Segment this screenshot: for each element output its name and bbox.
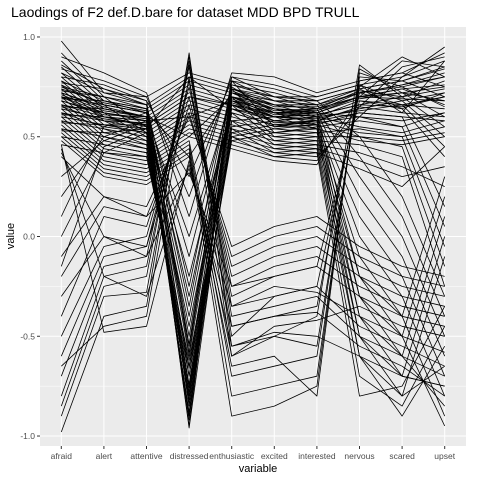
x-tick-label-nervous: nervous (344, 451, 374, 461)
series-line-69 (60, 128, 445, 389)
series-line-62 (61, 136, 445, 361)
x-axis: afraid alert attentive distressed enthusiast… (51, 446, 456, 461)
series-line-64 (61, 72, 445, 345)
series-line-54 (61, 100, 445, 287)
series-line-72 (61, 68, 445, 178)
x-axis-title: variable (239, 463, 278, 475)
series-lines (60, 40, 446, 433)
x-tick-label-afraid: afraid (51, 451, 73, 461)
series-line-66 (60, 116, 445, 417)
x-tick-label-excited: excited (261, 451, 288, 461)
x-tick-label-distressed: distressed (170, 451, 209, 461)
x-tick-label-scared: scared (389, 451, 415, 461)
series-line-71 (61, 60, 445, 198)
series-line-75 (61, 92, 446, 317)
series-line-30 (61, 52, 446, 317)
y-axis-title: value (5, 223, 17, 249)
series-line-77 (61, 100, 446, 357)
series-line-32 (61, 66, 446, 357)
x-tick-label-enthusiastic: enthusiastic (209, 451, 255, 461)
series-line-70 (61, 52, 445, 217)
series-line-28 (60, 116, 445, 277)
series-line-55 (61, 80, 446, 421)
series-line-44 (61, 56, 445, 162)
series-line-26 (60, 104, 445, 297)
series-line-65 (60, 112, 445, 429)
chart-title: Laodings of F2 def.D.bare for dataset MD… (11, 4, 360, 20)
series-line-35 (61, 80, 446, 417)
series-line-31 (61, 60, 446, 337)
x-tick-label-interested: interested (298, 451, 336, 461)
y-tick-label: 1.0 (23, 32, 35, 42)
y-tick-label: -0.5 (20, 331, 35, 341)
series-line-46 (61, 56, 445, 357)
x-tick-label-alert: alert (96, 451, 113, 461)
y-tick-label: 0.5 (23, 132, 35, 142)
series-line-78 (61, 96, 446, 377)
series-line-48 (61, 76, 445, 397)
y-axis: -1.0 -0.5 0.0 0.5 1.0 (20, 32, 40, 441)
series-line-49 (61, 72, 445, 417)
series-line-67 (61, 120, 445, 405)
y-tick-label: -1.0 (20, 431, 35, 441)
y-tick-label: 0.0 (23, 232, 35, 242)
series-line-73 (61, 76, 445, 287)
x-tick-label-upset: upset (434, 451, 455, 461)
series-line-76 (61, 96, 446, 337)
series-line-79 (61, 76, 446, 397)
x-tick-label-attentive: attentive (130, 451, 162, 461)
series-line-68 (60, 124, 445, 397)
series-line-74 (61, 84, 445, 307)
series-line-61 (61, 128, 445, 369)
